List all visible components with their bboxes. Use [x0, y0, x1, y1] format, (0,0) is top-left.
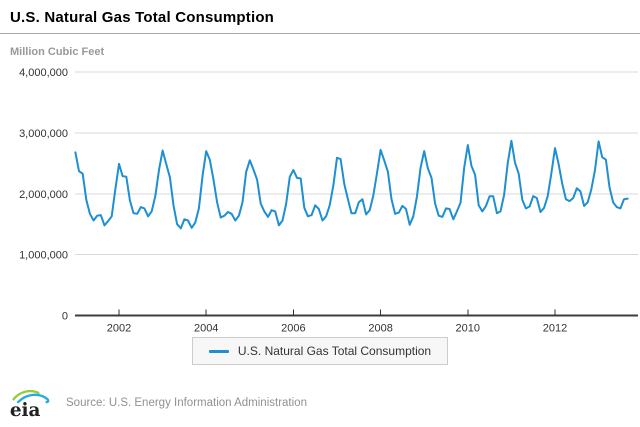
title-bar: U.S. Natural Gas Total Consumption [0, 0, 640, 34]
x-axis-label: 2004 [194, 323, 218, 335]
x-axis-label: 2002 [107, 323, 131, 335]
eia-logo-green-swoosh [12, 389, 40, 401]
chart-title: U.S. Natural Gas Total Consumption [10, 9, 275, 26]
footer: eia Source: U.S. Energy Information Admi… [8, 387, 307, 419]
y-axis-unit-label: Million Cubic Feet [10, 46, 105, 58]
eia-logo-blue-swoosh [16, 393, 50, 404]
legend: U.S. Natural Gas Total Consumption [0, 337, 640, 365]
source-text: Source: U.S. Energy Information Administ… [66, 397, 307, 409]
legend-item-consumption[interactable]: U.S. Natural Gas Total Consumption [191, 337, 449, 365]
legend-label: U.S. Natural Gas Total Consumption [237, 344, 432, 358]
consumption-line[interactable] [74, 139, 629, 230]
eia-logo-text: eia [10, 400, 41, 419]
legend-line-swatch [208, 349, 229, 353]
chart-svg: 4,000,000 3,000,000 2,000,000 1,000,000 0 200… [19, 67, 638, 335]
x-axis-label: 2010 [456, 323, 480, 335]
y-axis-label: 0 [62, 311, 68, 323]
y-axis-label: 3,000,000 [19, 128, 68, 140]
y-axis-label: 4,000,000 [19, 67, 68, 79]
x-axis-label: 2006 [281, 323, 305, 335]
y-axis-label: 1,000,000 [19, 250, 68, 262]
x-axis-label: 2008 [368, 323, 392, 335]
x-axis-label: 2012 [543, 323, 567, 335]
y-axis-label: 2,000,000 [19, 189, 68, 201]
eia-logo[interactable]: eia [8, 387, 54, 419]
